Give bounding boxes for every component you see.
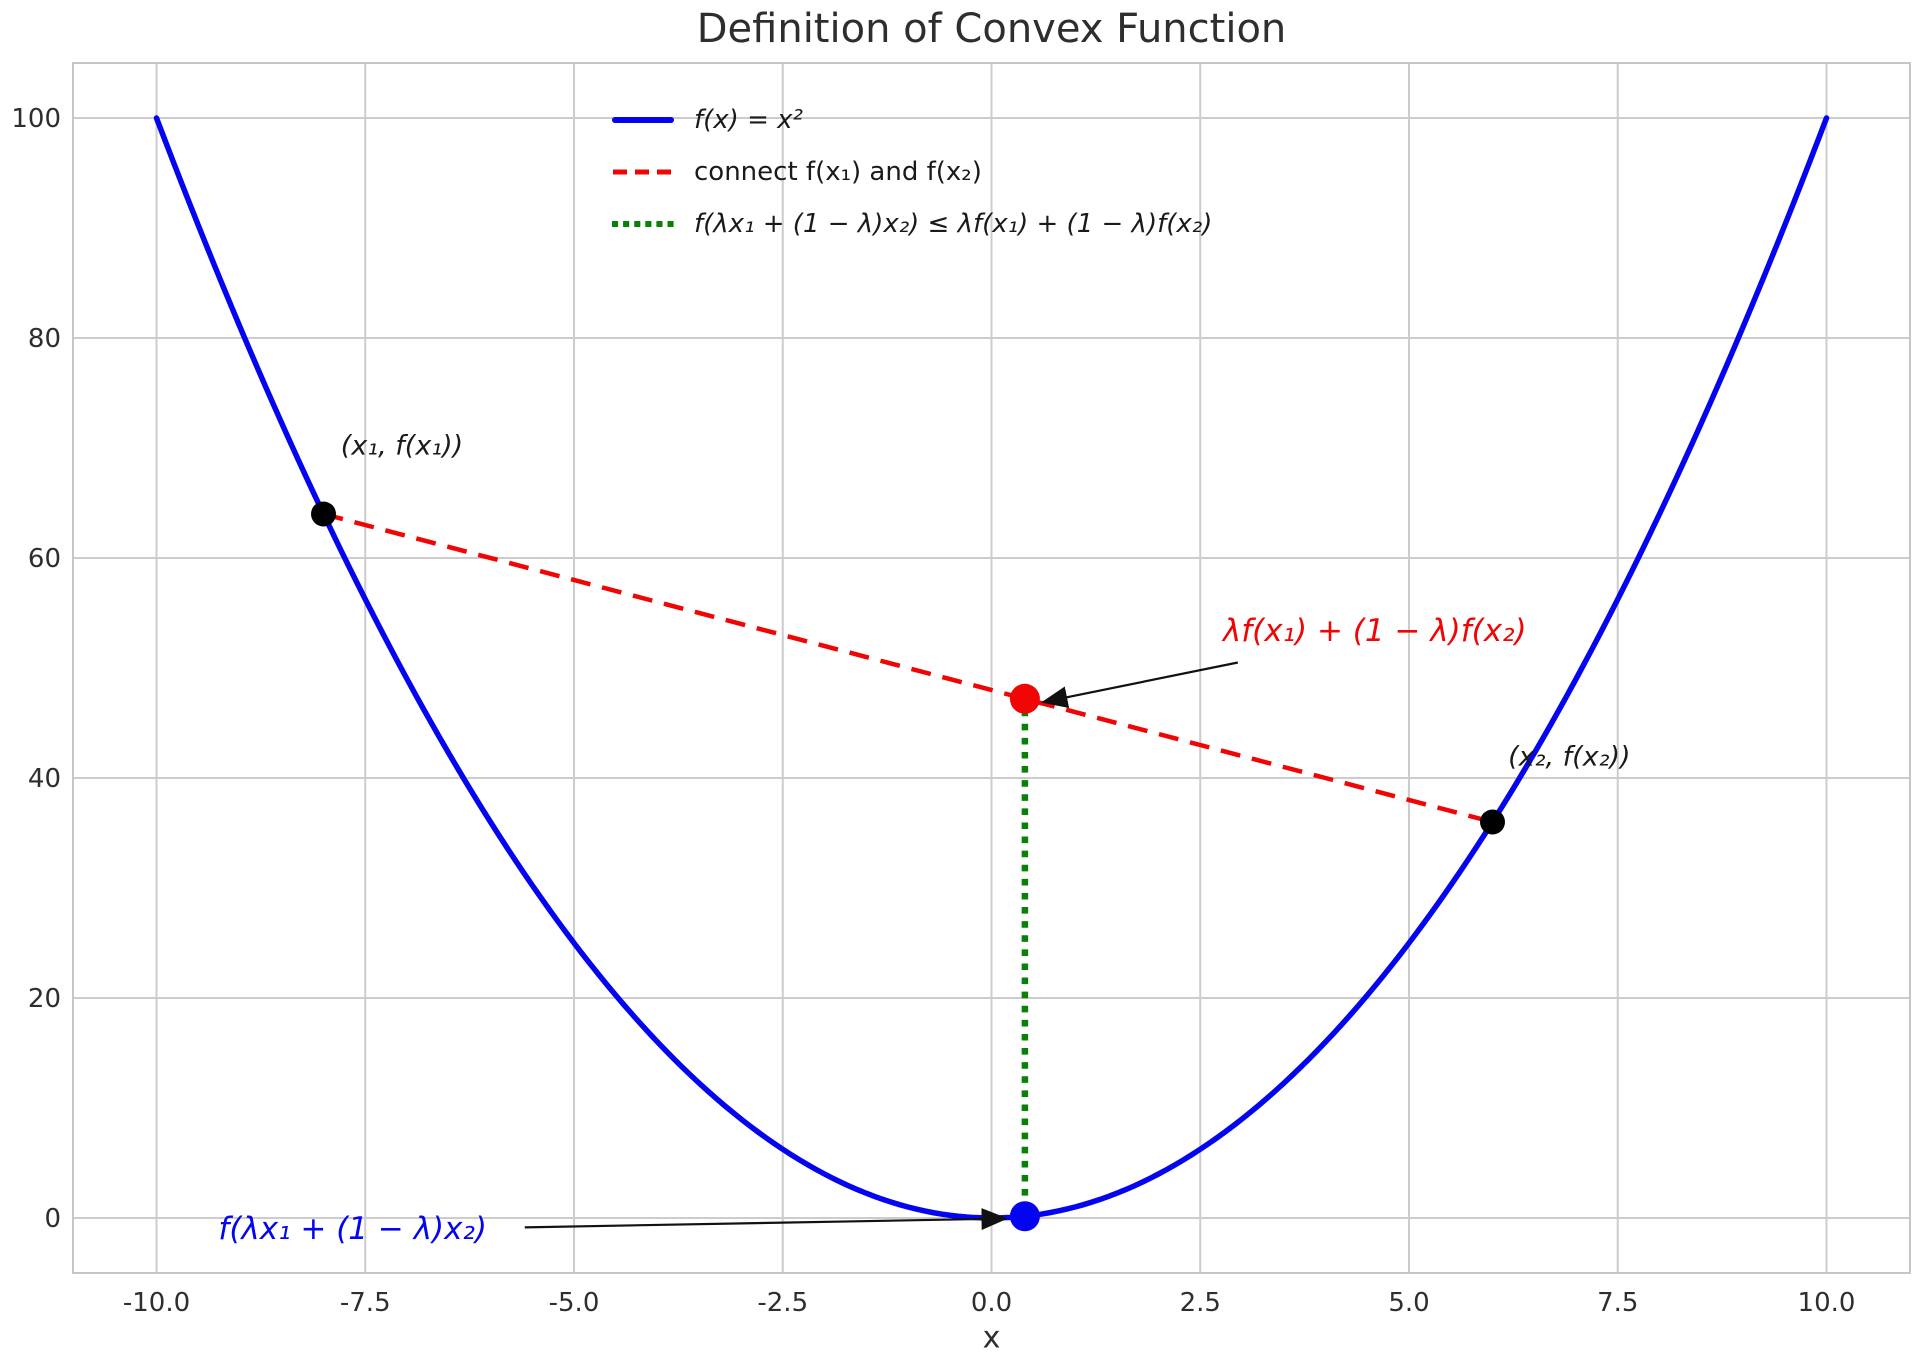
- point-upper-red: [1009, 683, 1040, 714]
- y-tick-label: 80: [28, 324, 61, 354]
- legend-entry-curve: f(x) = x²: [612, 94, 1212, 146]
- point-lower-blue: [1009, 1201, 1040, 1232]
- x-tick-label: 2.5: [1180, 1288, 1221, 1318]
- tick-labels: -10.0 -7.5 -5.0 -2.5 0.0 2.5 5.0 7.5 10.0 0 20 40 60…: [11, 104, 1855, 1318]
- y-axis-label: f(x): [0, 642, 4, 694]
- legend-label-curve: f(x) = x²: [694, 105, 803, 135]
- annotation-arrow: [1041, 661, 1239, 709]
- annotation-arrows: [524, 661, 1239, 1230]
- label-point-x2: (x₂, f(x₂)): [1508, 741, 1631, 773]
- annotation-arrow: [524, 1207, 1008, 1230]
- point-x2: [1480, 809, 1505, 835]
- x-tick-label: 0.0: [971, 1288, 1012, 1318]
- label-point-x1: (x₁, f(x₁)): [340, 430, 464, 462]
- x-tick-label: -2.5: [757, 1288, 808, 1318]
- x-tick-label: -7.5: [340, 1288, 391, 1318]
- y-tick-label: 100: [11, 104, 61, 134]
- legend-entry-chord: connect f(x₁) and f(x₂): [612, 146, 1212, 198]
- y-tick-label: 0: [44, 1204, 61, 1234]
- grid-lines: [73, 63, 1910, 1273]
- x-tick-label: -10.0: [123, 1288, 190, 1318]
- chart-title: Definition of Convex Function: [696, 6, 1287, 52]
- x-tick-label: 5.0: [1388, 1288, 1429, 1318]
- label-upper-combination: λf(x₁) + (1 − λ)f(x₂): [1222, 612, 1527, 649]
- legend: f(x) = x² connect f(x₁) and f(x₂) f(λx₁ …: [612, 94, 1212, 250]
- legend-sample-chord-line: [613, 169, 673, 175]
- legend-label-inequality: f(λx₁ + (1 − λ)x₂) ≤ λf(x₁) + (1 − λ)f(x…: [694, 209, 1213, 239]
- legend-label-chord: connect f(x₁) and f(x₂): [694, 157, 982, 187]
- legend-sample-curve-line: [612, 117, 674, 123]
- y-tick-label: 40: [28, 764, 61, 794]
- plot-border: [72, 62, 1911, 1274]
- x-tick-label: 7.5: [1597, 1288, 1638, 1318]
- point-x1: [311, 501, 336, 527]
- label-lower-combination: f(λx₁ + (1 − λ)x₂): [218, 1211, 488, 1247]
- x-tick-label: 10.0: [1798, 1288, 1856, 1318]
- x-tick-label: -5.0: [549, 1288, 600, 1318]
- legend-sample-dotted-line: [612, 221, 674, 227]
- chord-dashed-line: [322, 511, 1494, 825]
- y-tick-label: 60: [28, 544, 61, 574]
- y-tick-label: 20: [28, 984, 61, 1014]
- data-points: [311, 501, 1505, 1232]
- x-axis-label: x: [982, 1320, 1001, 1356]
- legend-entry-inequality: f(λx₁ + (1 − λ)x₂) ≤ λf(x₁) + (1 − λ)f(x…: [612, 198, 1212, 250]
